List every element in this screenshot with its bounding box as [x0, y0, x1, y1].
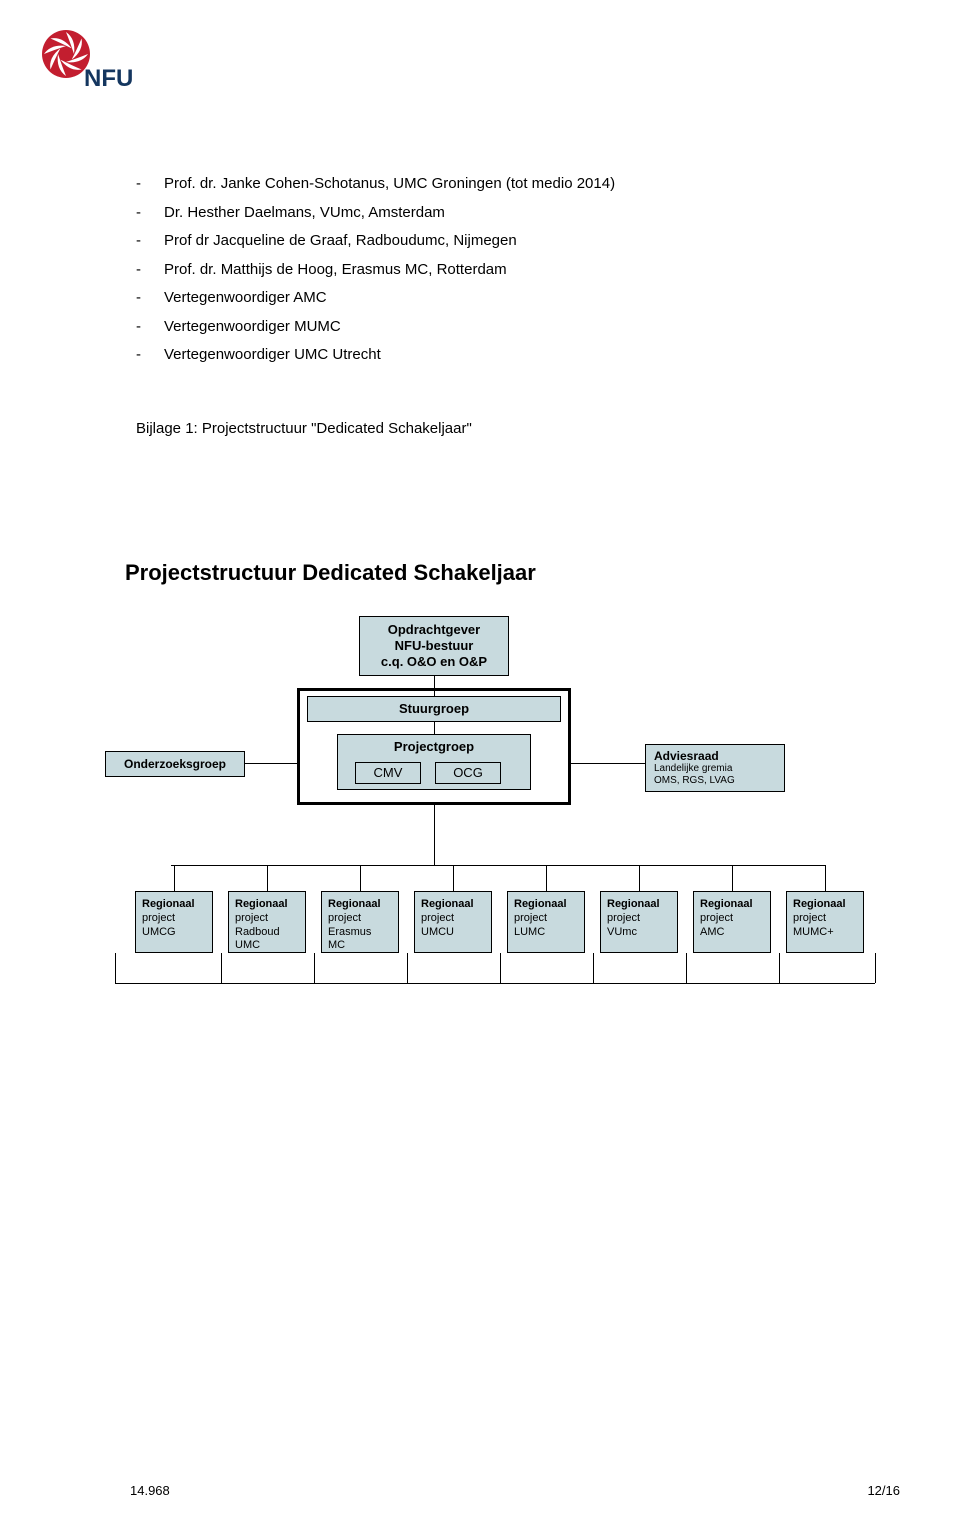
node-onderzoeksgroep: Onderzoeksgroep — [105, 751, 245, 777]
node-ocg: OCG — [435, 762, 501, 784]
node-regional: RegionaalprojectAMC — [693, 891, 771, 953]
list-item: - Dr. Hesther Daelmans, VUmc, Amsterdam — [130, 199, 900, 228]
list-text: Vertegenwoordiger AMC — [164, 284, 327, 313]
bullet-dash: - — [130, 341, 164, 370]
logo-text: NFU — [84, 65, 133, 92]
bullet-dash: - — [130, 313, 164, 342]
bullet-dash: - — [130, 227, 164, 256]
node-opdrachtgever: Opdrachtgever NFU-bestuur c.q. O&O en O&… — [359, 616, 509, 676]
node-regional: RegionaalprojectErasmusMC — [321, 891, 399, 953]
list-text: Vertegenwoordiger MUMC — [164, 313, 341, 342]
list-item: - Vertegenwoordiger AMC — [130, 284, 900, 313]
nfu-logo: NFU — [40, 30, 140, 100]
org-chart: Projectstructuur Dedicated Schakeljaar O… — [105, 560, 875, 1076]
list-item: - Prof. dr. Janke Cohen-Schotanus, UMC G… — [130, 170, 900, 199]
list-item: - Vertegenwoordiger UMC Utrecht — [130, 341, 900, 370]
node-regional: RegionaalprojectMUMC+ — [786, 891, 864, 953]
node-regional: RegionaalprojectLUMC — [507, 891, 585, 953]
document-body: - Prof. dr. Janke Cohen-Schotanus, UMC G… — [130, 170, 900, 443]
page-footer: 14.968 12/16 — [130, 1483, 900, 1498]
node-adviesraad: Adviesraad Landelijke gremia OMS, RGS, L… — [645, 744, 785, 792]
bullet-dash: - — [130, 199, 164, 228]
list-text: Vertegenwoordiger UMC Utrecht — [164, 341, 381, 370]
list-item: - Prof dr Jacqueline de Graaf, Radboudum… — [130, 227, 900, 256]
node-cmv: CMV — [355, 762, 421, 784]
node-regional: RegionaalprojectVUmc — [600, 891, 678, 953]
node-stuurgroep: Stuurgroep — [307, 696, 561, 722]
list-text: Prof. dr. Janke Cohen-Schotanus, UMC Gro… — [164, 170, 615, 199]
node-regional: RegionaalprojectRadboudUMC — [228, 891, 306, 953]
bullet-dash: - — [130, 284, 164, 313]
footer-right: 12/16 — [867, 1483, 900, 1498]
bullet-dash: - — [130, 256, 164, 285]
bullet-dash: - — [130, 170, 164, 199]
node-regional: RegionaalprojectUMCG — [135, 891, 213, 953]
footer-left: 14.968 — [130, 1483, 170, 1498]
diagram-title: Projectstructuur Dedicated Schakeljaar — [125, 560, 875, 586]
list-text: Prof dr Jacqueline de Graaf, Radboudumc,… — [164, 227, 517, 256]
list-text: Dr. Hesther Daelmans, VUmc, Amsterdam — [164, 199, 445, 228]
list-item: - Prof. dr. Matthijs de Hoog, Erasmus MC… — [130, 256, 900, 285]
list-text: Prof. dr. Matthijs de Hoog, Erasmus MC, … — [164, 256, 507, 285]
list-item: - Vertegenwoordiger MUMC — [130, 313, 900, 342]
bullet-list: - Prof. dr. Janke Cohen-Schotanus, UMC G… — [130, 170, 900, 370]
node-regional: RegionaalprojectUMCU — [414, 891, 492, 953]
appendix-heading: Bijlage 1: Projectstructuur "Dedicated S… — [136, 415, 900, 444]
